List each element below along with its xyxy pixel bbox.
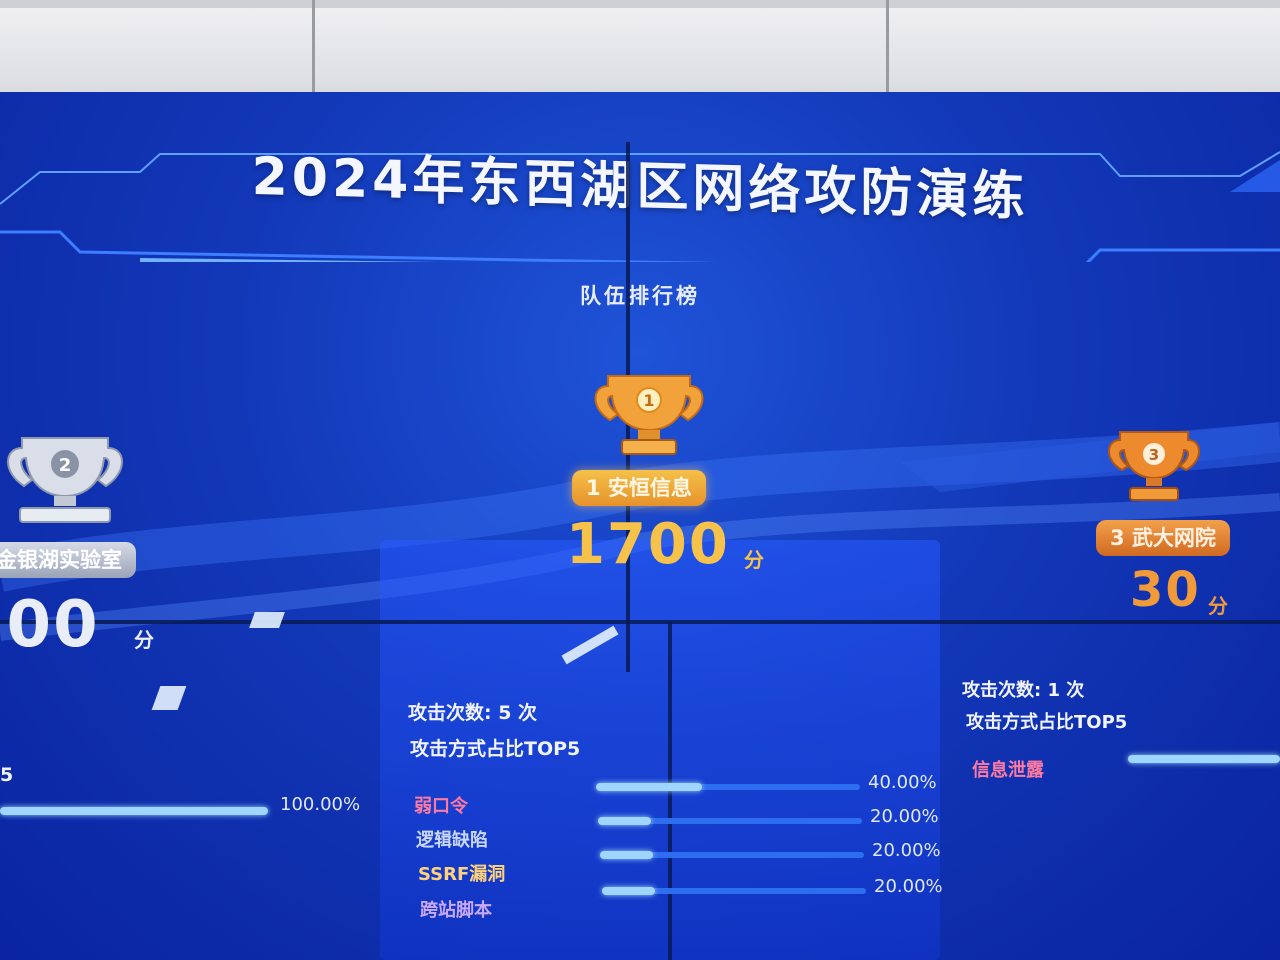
first-place-bar-track: [598, 817, 862, 825]
first-place-bar-fill: [596, 783, 702, 791]
gold-trophy-icon: 1: [594, 375, 704, 455]
second-place-bar-pct: 100.00%: [280, 794, 361, 815]
ceiling-seam: [312, 0, 315, 125]
first-place-team-label: 1 安恒信息: [572, 470, 706, 506]
first-place-method-label: 跨站脚本: [420, 900, 492, 921]
bezel-seam: [668, 622, 672, 960]
first-place-bar-fill: [600, 851, 653, 859]
first-place-bar-fill: [598, 817, 651, 825]
first-place-score-unit: 分: [744, 548, 764, 572]
third-place-bar-track: [1128, 755, 1280, 763]
first-place-method-pct: 20.00%: [874, 876, 943, 897]
second-place-score: 500: [0, 588, 100, 662]
ceiling-seam: [886, 0, 889, 125]
second-place-bar-track: [0, 807, 268, 815]
third-place-method-label: 信息泄露: [972, 760, 1044, 781]
second-place-top5-partial: 5: [0, 764, 14, 786]
third-place-score-unit: 分: [1208, 594, 1228, 618]
first-place-method-pct: 20.00%: [872, 840, 941, 861]
first-place-bar-track: [602, 887, 866, 895]
silver-trophy-icon: 2: [7, 437, 123, 523]
first-place-bar-track: [600, 851, 864, 859]
third-place-bar-fill: [1128, 755, 1280, 763]
first-place-method-label: 弱口令: [414, 796, 468, 817]
second-place-score-unit: 分: [134, 628, 154, 652]
second-place-bar-fill: [0, 807, 268, 815]
first-place-top5-title: 攻击方式占比TOP5: [410, 738, 581, 760]
first-place-method-pct: 20.00%: [870, 806, 939, 827]
light-shard: [249, 612, 285, 628]
third-place-team-label: 3 武大网院: [1096, 520, 1230, 556]
svg-text:1: 1: [643, 391, 654, 410]
svg-text:3: 3: [1149, 446, 1159, 464]
first-place-method-label: SSRF漏洞: [418, 864, 506, 885]
ceiling-rail: [0, 0, 1280, 8]
second-place-team-label: 金银湖实验室: [0, 542, 136, 578]
header-frame: [0, 151, 1280, 262]
first-place-attack-count: 攻击次数: 5 次: [408, 702, 538, 724]
bronze-trophy-icon: 3: [1108, 431, 1200, 501]
leaderboard-title: 队伍排行榜: [580, 284, 700, 308]
svg-text:2: 2: [59, 455, 72, 476]
display-screen: 2024年东西湖区网络攻防演练 队伍排行榜 1 1 安恒信息 1700 分 2 …: [0, 92, 1280, 960]
third-place-top5-title: 攻击方式占比TOP5: [966, 712, 1128, 733]
first-place-score: 1700: [566, 512, 730, 577]
first-place-bar-fill: [602, 887, 655, 895]
first-place-method-label: 逻辑缺陷: [416, 830, 488, 851]
third-place-score: 30: [1130, 562, 1201, 618]
first-place-method-pct: 40.00%: [868, 772, 937, 793]
bezel-seam: [0, 620, 1280, 624]
third-place-attack-count: 攻击次数: 1 次: [962, 680, 1085, 701]
first-place-bar-track: [596, 783, 860, 791]
